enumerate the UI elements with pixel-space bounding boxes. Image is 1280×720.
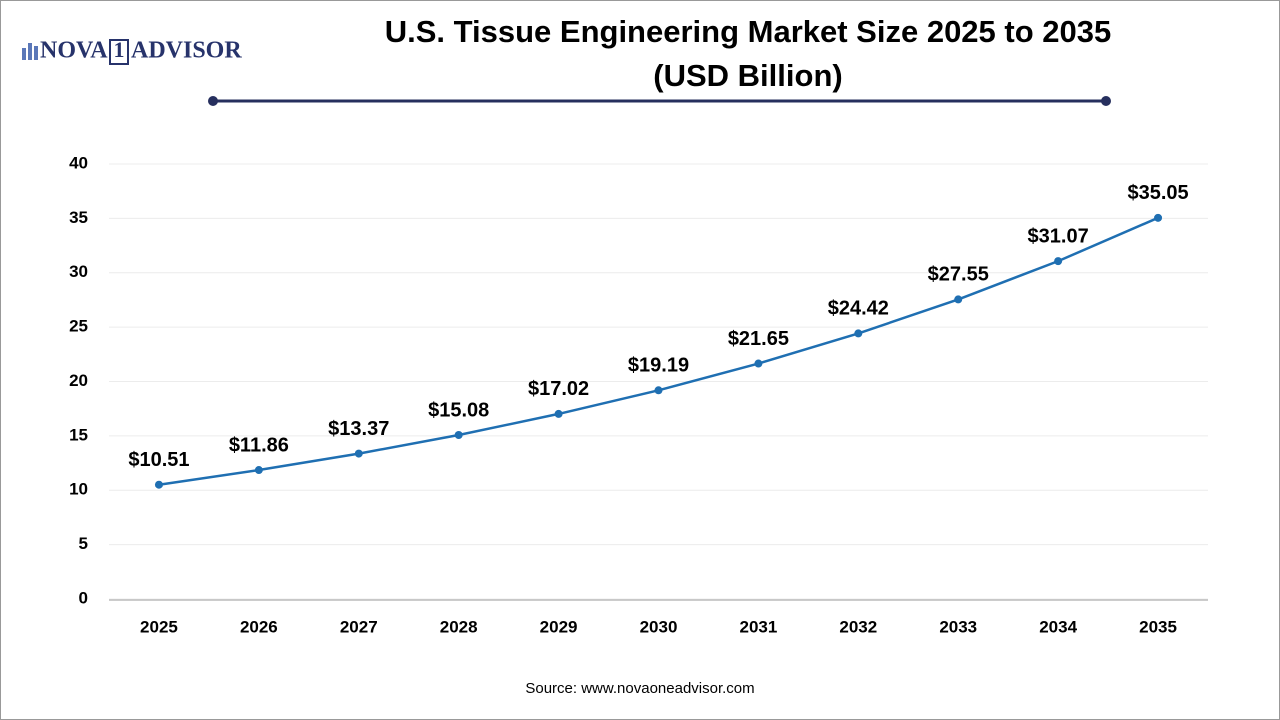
y-tick-label: 25	[69, 317, 88, 336]
x-tick-label: 2027	[340, 617, 378, 636]
y-tick-label: 35	[69, 208, 88, 227]
title-rule-dot	[208, 96, 218, 106]
value-label: $11.86	[229, 434, 289, 456]
point	[354, 449, 363, 458]
x-tick-label: 2031	[739, 617, 777, 636]
title-rule-dot	[1101, 96, 1111, 106]
point	[154, 480, 163, 489]
source: Source: www.novaoneadvisor.com	[525, 680, 754, 697]
value-label: $21.65	[728, 328, 789, 350]
x-tick-label: 2028	[440, 617, 478, 636]
point	[554, 409, 563, 418]
x-tick-label: 2033	[939, 617, 977, 636]
point	[1054, 257, 1063, 266]
point	[454, 431, 463, 440]
logo-mark: 1	[114, 37, 125, 62]
y-tick-label: 20	[69, 371, 88, 390]
value-label: $15.08	[428, 399, 489, 421]
chart-title: U.S. Tissue Engineering Market Size 2025…	[385, 14, 1112, 49]
point	[654, 386, 663, 395]
x-tick-label: 2029	[540, 617, 578, 636]
point	[754, 359, 763, 368]
logo: NOVA 1 ADVISOR	[22, 37, 242, 65]
x-tick-label: 2030	[640, 617, 678, 636]
point	[954, 295, 963, 304]
y-tick-label: 0	[79, 588, 88, 607]
x-tick-label: 2026	[240, 617, 278, 636]
logo-bar	[22, 48, 26, 60]
y-tick-label: 5	[79, 534, 88, 553]
logo-text: ADVISOR	[131, 38, 242, 64]
point	[254, 466, 263, 475]
logo-bar	[28, 43, 32, 60]
value-label: $17.02	[528, 378, 589, 400]
value-label: $24.42	[828, 298, 889, 320]
chart-subtitle: (USD Billion)	[653, 58, 842, 93]
point	[1154, 213, 1163, 222]
y-tick-label: 10	[69, 480, 88, 499]
value-label: $27.55	[928, 264, 989, 286]
value-label: $10.51	[128, 449, 189, 471]
x-tick-label: 2035	[1139, 617, 1177, 636]
x-tick-label: 2025	[140, 617, 178, 636]
x-tick-label: 2032	[839, 617, 877, 636]
logo-bar	[34, 46, 38, 60]
y-tick-label: 40	[69, 153, 88, 172]
value-label: $19.19	[628, 355, 689, 377]
y-tick-label: 30	[69, 262, 88, 281]
x-tick-label: 2034	[1039, 617, 1077, 636]
point	[854, 329, 863, 338]
y-tick-label: 15	[69, 425, 88, 444]
logo-box	[109, 39, 129, 65]
value-label: $13.37	[328, 418, 389, 440]
value-label: $31.07	[1028, 225, 1089, 247]
logo-text: NOVA	[40, 38, 108, 64]
value-label: $35.05	[1127, 182, 1188, 204]
